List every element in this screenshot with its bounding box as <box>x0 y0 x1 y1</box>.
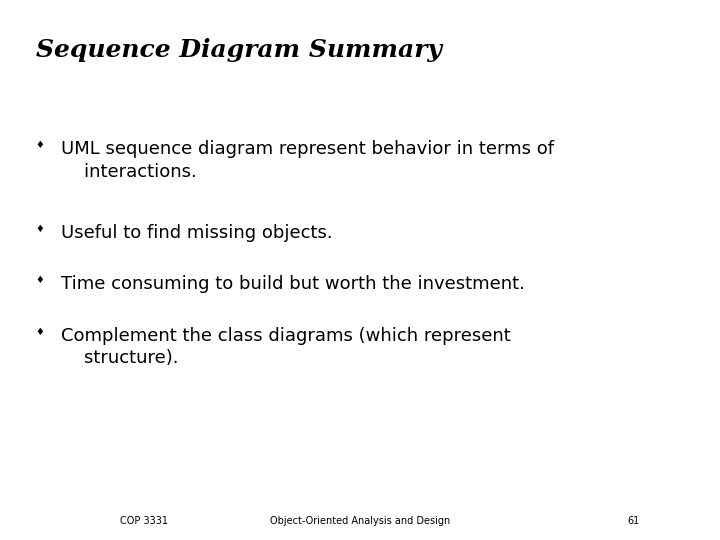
Text: COP 3331: COP 3331 <box>120 516 168 526</box>
Text: ♦: ♦ <box>35 140 44 151</box>
Text: Complement the class diagrams (which represent
    structure).: Complement the class diagrams (which rep… <box>61 327 511 367</box>
Text: Time consuming to build but worth the investment.: Time consuming to build but worth the in… <box>61 275 525 293</box>
Text: ♦: ♦ <box>35 275 44 286</box>
Text: ♦: ♦ <box>35 327 44 337</box>
Text: Sequence Diagram Summary: Sequence Diagram Summary <box>36 38 442 62</box>
Text: Object-Oriented Analysis and Design: Object-Oriented Analysis and Design <box>270 516 450 526</box>
Text: UML sequence diagram represent behavior in terms of
    interactions.: UML sequence diagram represent behavior … <box>61 140 554 180</box>
Text: 61: 61 <box>627 516 640 526</box>
Text: ♦: ♦ <box>35 224 44 234</box>
Text: Useful to find missing objects.: Useful to find missing objects. <box>61 224 333 242</box>
